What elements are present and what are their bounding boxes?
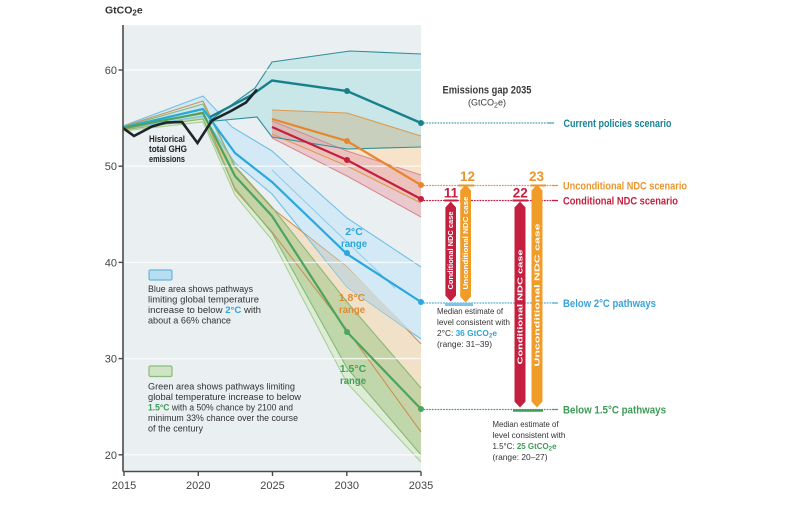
svg-text:2035: 2035 [409,480,433,492]
svg-text:1.5°C: 25 GtCO2e: 1.5°C: 25 GtCO2e [493,441,557,453]
svg-text:GtCO2e: GtCO2e [105,5,143,18]
svg-text:2°C: 36 GtCO2e: 2°C: 36 GtCO2e [437,328,497,340]
svg-text:Unconditional NDC scenario: Unconditional NDC scenario [563,181,687,193]
svg-text:global temperature increase to: global temperature increase to below [148,392,302,402]
svg-text:Unconditional NDC case: Unconditional NDC case [461,196,470,289]
svg-text:23: 23 [529,169,545,184]
svg-text:Current policies scenario: Current policies scenario [564,118,672,130]
svg-text:Conditional NDC case: Conditional NDC case [446,212,455,290]
svg-text:(range: 31–39): (range: 31–39) [437,339,492,349]
svg-text:1.5°C with a 50% chance by 210: 1.5°C with a 50% chance by 2100 and [148,403,293,413]
svg-text:Emissions gap 2035: Emissions gap 2035 [443,85,532,97]
svg-text:about a 66% chance: about a 66% chance [148,316,231,326]
svg-text:Historical: Historical [149,134,185,144]
svg-text:Conditional NDC scenario: Conditional NDC scenario [563,196,678,208]
svg-text:minimum 33% chance over the co: minimum 33% chance over the course [148,413,298,423]
svg-text:Below 2°C pathways: Below 2°C pathways [563,298,656,310]
svg-text:2025: 2025 [260,480,284,492]
svg-text:range: range [340,375,366,387]
svg-text:2020: 2020 [186,480,210,492]
svg-text:12: 12 [460,169,475,184]
svg-text:(range: 20–27): (range: 20–27) [493,452,548,462]
svg-text:11: 11 [444,186,459,201]
svg-text:increase to below 2°C with: increase to below 2°C with [148,305,261,315]
svg-text:2015: 2015 [112,480,136,492]
svg-text:Conditional NDC case: Conditional NDC case [516,250,525,365]
svg-text:Median estimate of: Median estimate of [493,419,560,429]
svg-text:2°C: 2°C [345,226,363,238]
svg-text:60: 60 [105,65,117,77]
svg-text:Unconditional NDC case: Unconditional NDC case [533,223,542,366]
svg-text:total GHG: total GHG [149,144,187,154]
svg-text:level consistent with: level consistent with [437,317,510,327]
svg-text:Green area shows pathways limi: Green area shows pathways limiting [148,382,295,392]
svg-text:Median estimate of: Median estimate of [437,306,504,316]
svg-text:22: 22 [513,186,528,201]
svg-text:2030: 2030 [335,480,359,492]
svg-text:30: 30 [105,354,117,366]
svg-text:20: 20 [105,450,117,462]
svg-text:range: range [341,238,367,250]
svg-text:40: 40 [105,257,117,269]
svg-text:emissions: emissions [149,154,185,164]
svg-text:1.5°C: 1.5°C [340,363,367,375]
svg-text:range: range [339,304,365,316]
svg-text:level consistent with: level consistent with [493,430,566,440]
svg-text:50: 50 [105,161,117,173]
svg-text:Blue area shows pathways: Blue area shows pathways [148,284,253,294]
svg-text:limiting global temperature: limiting global temperature [148,295,259,305]
svg-text:1.8°C: 1.8°C [339,292,366,304]
svg-text:of the century: of the century [148,424,203,434]
svg-text:Below 1.5°C pathways: Below 1.5°C pathways [563,405,666,417]
